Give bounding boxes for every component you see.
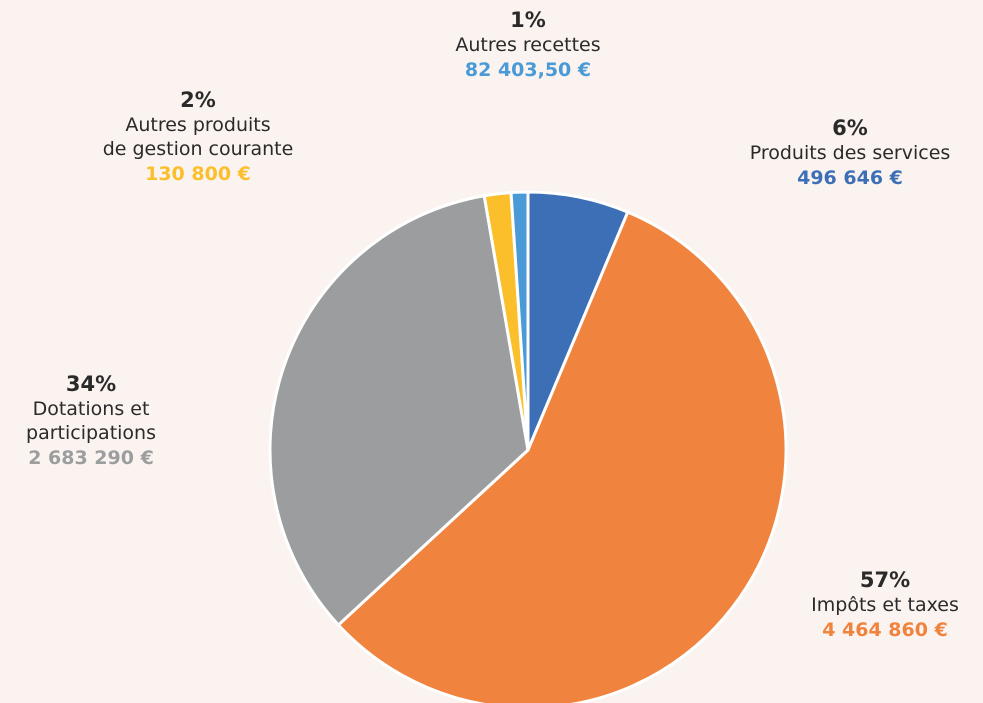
name-autres-produits-line1: Autres produits [125,114,271,136]
label-autres-recettes: 1% Autres recettes 82 403,50 € [408,7,648,83]
name-autres-recettes: Autres recettes [455,34,601,56]
name-dotations-line2: participations [26,422,156,444]
amount-dotations: 2 683 290 € [28,447,154,469]
name-autres-produits-line2: de gestion courante [102,138,294,160]
label-dotations: 34% Dotations et participations 2 683 29… [0,371,182,471]
pie-slice-autres-recettes [509,190,530,452]
amount-produits-services: 496 646 € [797,167,903,189]
label-impots-taxes: 57% Impôts et taxes 4 464 860 € [785,567,983,643]
amount-impots-taxes: 4 464 860 € [822,619,948,641]
percent-dotations: 34% [65,372,117,396]
pie-slices [268,190,788,703]
percent-impots-taxes: 57% [859,568,911,592]
name-produits-services: Produits des services [749,142,951,164]
amount-autres-produits: 130 800 € [145,163,251,185]
percent-autres-recettes: 1% [510,8,546,32]
percent-produits-services: 6% [832,116,868,140]
amount-autres-recettes: 82 403,50 € [464,59,592,81]
label-produits-services: 6% Produits des services 496 646 € [715,115,983,191]
pie-slice-dotations [268,194,530,627]
name-dotations-line1: Dotations et [32,398,150,420]
percent-autres-produits: 2% [180,88,216,112]
name-impots-taxes: Impôts et taxes [811,594,959,616]
label-autres-produits: 2% Autres produits de gestion courante 1… [58,87,338,187]
pie-slice-impots-taxes [336,210,788,703]
